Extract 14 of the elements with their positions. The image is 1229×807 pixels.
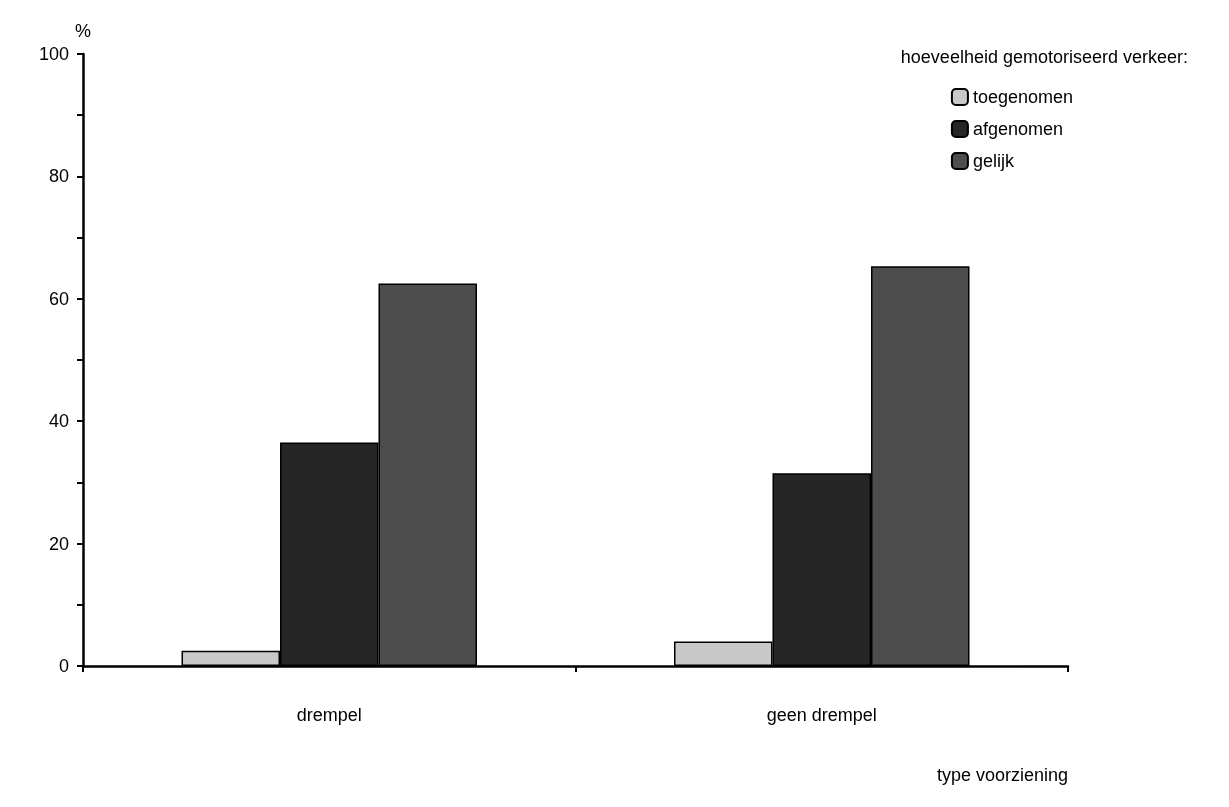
y-tick-label: 100 xyxy=(38,44,69,64)
y-tick-label: 20 xyxy=(48,533,69,554)
legend-label: afgenomen xyxy=(972,119,1063,139)
x-tick-label: geen drempel xyxy=(766,705,877,725)
legend-label: toegenomen xyxy=(972,87,1074,107)
y-tick-label: 0 xyxy=(58,656,69,676)
y-tick-label: 60 xyxy=(48,288,69,309)
x-axis-title: type voorziening xyxy=(936,765,1068,785)
y-tick-label: 40 xyxy=(48,411,69,432)
x-tick-label: drempel xyxy=(296,705,362,725)
y-tick-label: 80 xyxy=(48,166,69,187)
legend-label: gelijk xyxy=(972,151,1015,171)
legend-title: hoeveelheid gemotoriseerd verkeer: xyxy=(900,47,1189,67)
y-axis-title: % xyxy=(74,21,92,41)
